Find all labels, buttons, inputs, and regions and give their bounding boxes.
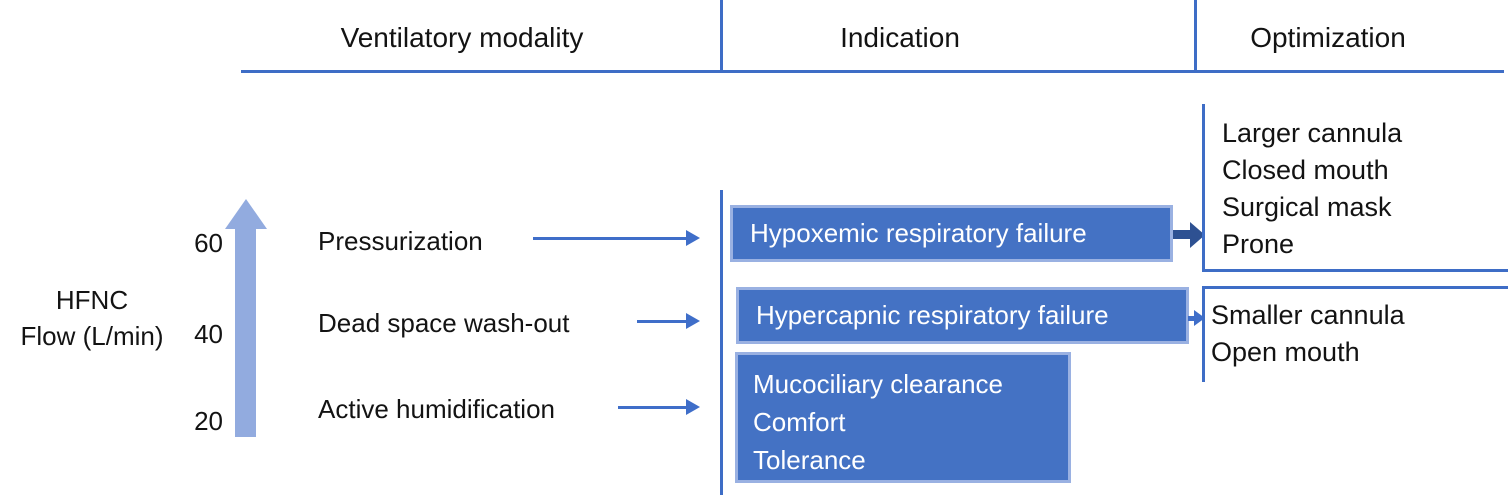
modality-label-dead-space-wash-out: Dead space wash-out	[318, 308, 570, 338]
column-title-optimization: Optimization	[1250, 22, 1406, 53]
optimization-item-prone: Prone	[1222, 229, 1295, 259]
modality-arrow-3-line	[618, 406, 687, 409]
up-arrow-icon	[225, 199, 267, 437]
indication-box-line-mucociliary: Mucociliary clearance	[753, 369, 1003, 399]
dark-arrow-head-icon	[1190, 222, 1205, 248]
axis-tick-40: 40	[194, 319, 223, 349]
axis-title-line2: Flow (L/min)	[20, 321, 164, 351]
header-underline	[241, 70, 1504, 73]
modality-label-pressurization: Pressurization	[318, 226, 483, 256]
indication-box-line-comfort: Comfort	[753, 407, 846, 437]
indication-box-hypoxemic-text: Hypoxemic respiratory failure	[750, 218, 1087, 248]
indication-box-hypercapnic: Hypercapnic respiratory failure	[736, 287, 1189, 344]
modality-label-active-humidification: Active humidification	[318, 394, 555, 424]
modality-arrow-2-head-icon	[686, 313, 700, 329]
indication-box-humidification: Mucociliary clearance Comfort Tolerance	[735, 352, 1071, 483]
optimization-group2-bracket-vertical	[1202, 286, 1205, 382]
modality-arrow-3-head-icon	[686, 399, 700, 415]
modality-arrow-1-head-icon	[686, 230, 700, 246]
header-divider-2	[1194, 0, 1197, 71]
column-title-indication: Indication	[840, 22, 960, 53]
optimization-item-surgical-mask: Surgical mask	[1222, 192, 1392, 222]
axis-tick-20: 20	[194, 406, 223, 436]
optimization-item-closed-mouth: Closed mouth	[1222, 155, 1389, 185]
optimization-group1-list: Larger cannula Closed mouth Surgical mas…	[1222, 115, 1402, 263]
axis-title: HFNC Flow (L/min)	[0, 282, 184, 354]
indication-box-hypoxemic: Hypoxemic respiratory failure	[730, 205, 1173, 262]
optimization-item-open-mouth: Open mouth	[1211, 337, 1360, 367]
optimization-group2-list: Smaller cannula Open mouth	[1211, 297, 1405, 371]
dark-arrow-shaft	[1173, 230, 1192, 239]
indication-box-hypercapnic-text: Hypercapnic respiratory failure	[756, 300, 1109, 330]
modality-arrow-2-line	[637, 320, 687, 323]
column-title-ventilatory-modality: Ventilatory modality	[340, 22, 584, 53]
header-divider-1	[720, 0, 723, 71]
optimization-group1-bracket-vertical	[1202, 104, 1205, 271]
small-arrow-head-icon	[1194, 310, 1205, 326]
optimization-item-larger-cannula: Larger cannula	[1222, 118, 1403, 148]
modality-arrow-1-line	[533, 237, 687, 240]
axis-tick-60: 60	[194, 228, 223, 258]
optimization-item-smaller-cannula: Smaller cannula	[1211, 300, 1405, 330]
optimization-group1-bracket-horizontal	[1202, 269, 1508, 272]
small-arrow-shaft	[1188, 316, 1196, 321]
axis-title-line1: HFNC	[55, 285, 129, 315]
optimization-group2-bracket-horizontal	[1202, 286, 1508, 289]
indication-left-border	[720, 190, 723, 495]
indication-box-line-tolerance: Tolerance	[753, 445, 866, 475]
